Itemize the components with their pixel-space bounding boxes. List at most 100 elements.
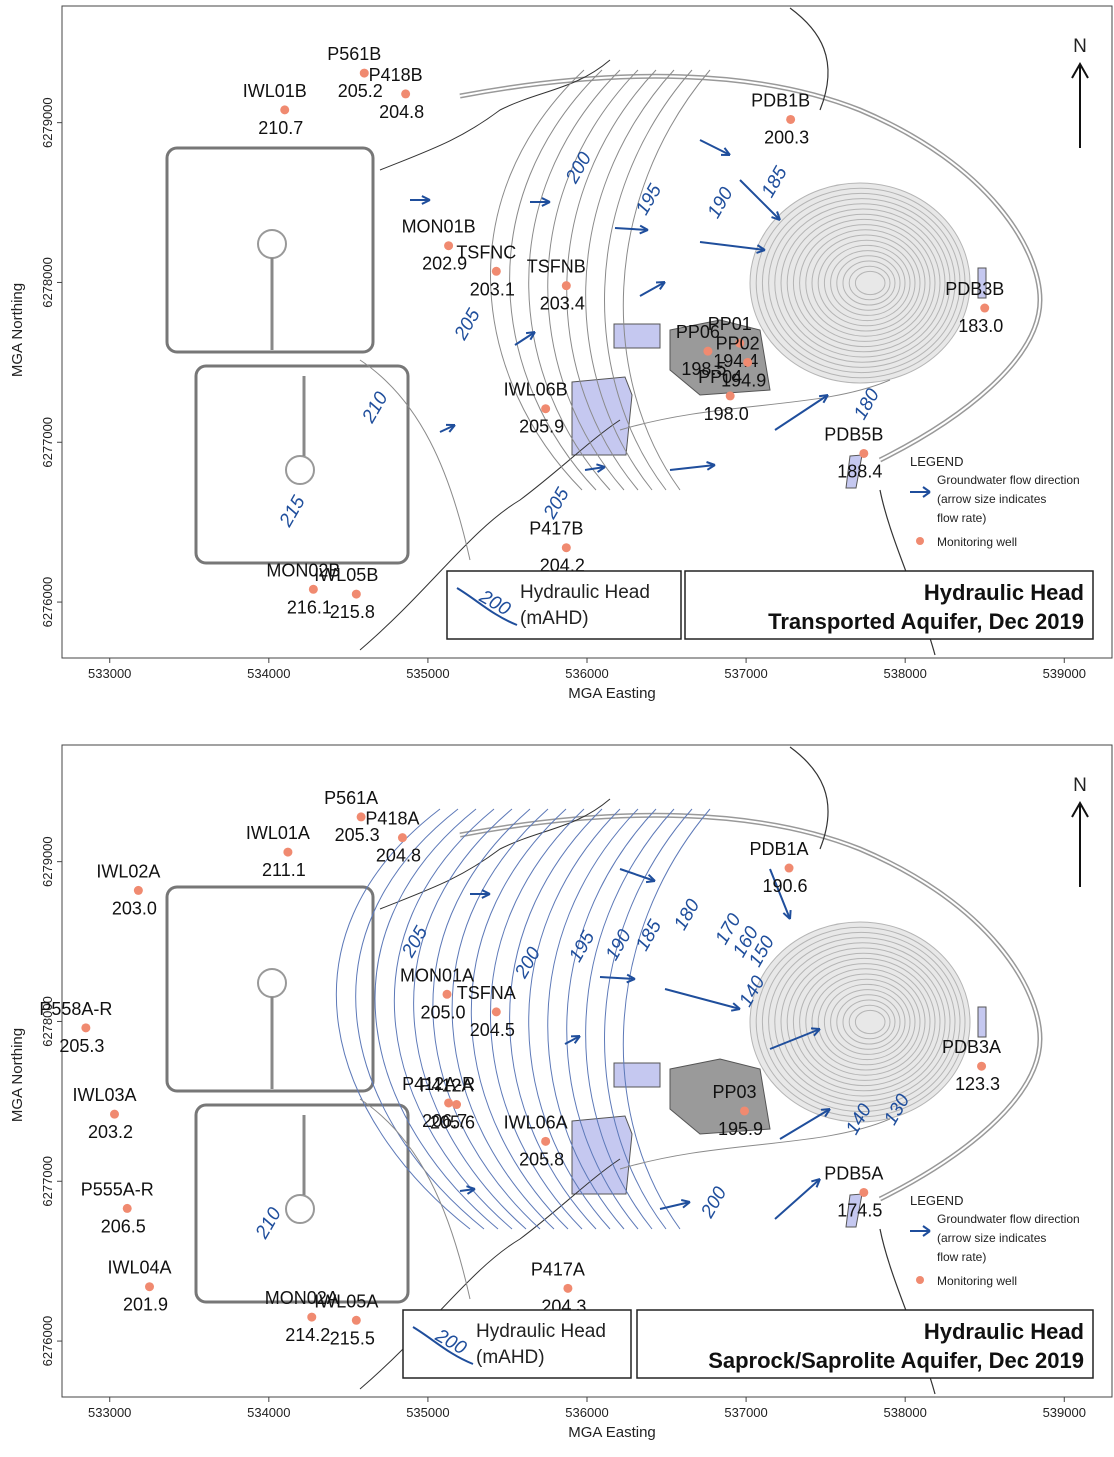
head-contour [619, 379, 891, 431]
monitoring-well-p418a[interactable]: P418A 204.8 [365, 809, 421, 866]
head-contour [490, 808, 585, 1230]
head-contour [585, 69, 675, 491]
well-marker [444, 1098, 454, 1108]
monitoring-well-p561b[interactable]: P561B 205.2 [327, 44, 383, 101]
map-title: Hydraulic Head [924, 1319, 1084, 1344]
well-name: P412A [420, 1076, 474, 1096]
pit-ring [792, 218, 936, 348]
pit-ring [848, 1004, 891, 1040]
flow-arrow [779, 1108, 831, 1140]
head-contour [547, 69, 639, 491]
monitoring-well-tsfnc[interactable]: TSFNC 203.1 [456, 242, 516, 299]
legend-flow-note: (arrow size indicates [937, 1231, 1046, 1245]
x-tick-label: 534000 [247, 666, 290, 681]
well-name: PP03 [712, 1082, 756, 1102]
head-contour [622, 69, 711, 491]
well-head-value: 198.0 [704, 404, 749, 424]
monitoring-well-iwl06a[interactable]: IWL06A 205.8 [504, 1112, 568, 1169]
sediment-pond [977, 267, 987, 299]
well-head-value: 215.8 [330, 602, 375, 622]
monitoring-well-iwl04a[interactable]: IWL04A 201.9 [107, 1258, 171, 1315]
monitoring-wells: P561B 205.2 IWL01B 210.7 P418B 204.8 PDB1B 200.… [243, 44, 1005, 622]
decant-tower [285, 455, 315, 485]
well-name: P417A [531, 1259, 585, 1279]
well-marker [859, 448, 869, 458]
monitoring-well-pp04[interactable]: PP04 198.0 [698, 367, 749, 424]
pit-ring [811, 973, 921, 1071]
well-marker [784, 863, 794, 873]
title-box [684, 570, 1094, 640]
well-marker [452, 1100, 462, 1110]
monitoring-well-mon01b[interactable]: MON01B 202.9 [402, 217, 476, 274]
monitoring-well-iwl05a[interactable]: IWL05A 215.5 [314, 1291, 378, 1348]
x-tick-label: 539000 [1043, 1405, 1086, 1420]
monitoring-well-p558a-r[interactable]: P558A-R 205.3 [39, 999, 112, 1056]
x-tick-label: 533000 [88, 666, 131, 681]
well-marker [491, 266, 501, 276]
well-head-value: 203.2 [88, 1122, 133, 1142]
north-head [1071, 61, 1089, 79]
open-pit [749, 921, 971, 1123]
monitoring-well-pdb3a[interactable]: PDB3A 123.3 [942, 1037, 1001, 1094]
flow-arrow-head [818, 394, 829, 404]
pit-ring [780, 208, 946, 358]
well-head-value: 206.5 [101, 1216, 146, 1236]
head-contour [547, 808, 639, 1230]
monitoring-well-tsfna[interactable]: TSFNA 204.5 [457, 983, 516, 1040]
head-contour [509, 69, 603, 491]
well-head-value: 205.3 [335, 825, 380, 845]
tailings-cell-south [194, 1103, 410, 1304]
y-tick-label: 6276000 [40, 1316, 55, 1367]
well-name: IWL01B [243, 81, 307, 101]
monitoring-well-iwl03a[interactable]: IWL03A 203.2 [72, 1085, 136, 1142]
well-marker [561, 543, 571, 553]
monitoring-well-p555a-r[interactable]: P555A-R 206.5 [81, 1179, 154, 1236]
monitoring-well-pdb5b[interactable]: PDB5B 188.4 [824, 424, 883, 481]
pit-ring [786, 213, 941, 353]
well-name: PDB3B [945, 279, 1004, 299]
monitoring-well-pp06[interactable]: PP06 198.5 [676, 322, 727, 379]
head-contour [604, 808, 693, 1230]
legend-flow-note: (arrow size indicates [937, 492, 1046, 506]
monitoring-well-iwl01b[interactable]: IWL01B 210.7 [243, 81, 307, 138]
well-name: IWL06A [504, 1112, 568, 1132]
well-head-value: 204.5 [470, 1020, 515, 1040]
monitoring-well-p418b[interactable]: P418B 204.8 [369, 65, 425, 122]
monitoring-well-iwl05b[interactable]: IWL05B 215.8 [314, 565, 378, 622]
monitoring-well-p412a-r[interactable]: P412A-R 206.7 [402, 1074, 475, 1131]
well-name: PDB5B [824, 424, 883, 444]
monitoring-well-iwl06b[interactable]: IWL06B 205.9 [504, 380, 568, 437]
river [789, 746, 829, 850]
monitoring-well-p561a[interactable]: P561A 205.3 [324, 788, 380, 845]
pit-ring [799, 963, 931, 1081]
monitoring-well-pdb5a[interactable]: PDB5A 174.5 [824, 1163, 883, 1220]
well-name: P555A-R [81, 1179, 154, 1199]
well-marker [561, 281, 571, 291]
monitoring-well-iwl01a[interactable]: IWL01A 211.1 [246, 823, 310, 880]
monitoring-well-mon02a[interactable]: MON02A 214.2 [265, 1288, 339, 1345]
legend-well-label: Monitoring well [937, 1274, 1017, 1288]
monitoring-well-pdb3b[interactable]: PDB3B 183.0 [945, 279, 1004, 336]
north-label: N [1073, 36, 1087, 57]
monitoring-well-iwl02a[interactable]: IWL02A 203.0 [96, 861, 160, 918]
monitoring-well-pp02[interactable]: PP02 194.9 [716, 333, 767, 390]
well-marker [351, 1315, 361, 1325]
monitoring-well-tsfnb[interactable]: TSFNB 203.4 [527, 257, 586, 314]
well-marker [444, 241, 454, 251]
monitoring-well-pdb1b[interactable]: PDB1B 200.3 [751, 90, 810, 147]
monitoring-well-mon02b[interactable]: MON02B 216.1 [266, 560, 340, 617]
well-head-value: 205.3 [59, 1036, 104, 1056]
monitoring-well-pp03[interactable]: PP03 195.9 [712, 1082, 763, 1139]
well-head-value: 123.3 [955, 1074, 1000, 1094]
well-head-value: 200.3 [764, 127, 809, 147]
well-name: MON02A [265, 1288, 339, 1308]
monitoring-well-pdb1a[interactable]: PDB1A 190.6 [750, 839, 809, 896]
monitoring-well-mon01a[interactable]: MON01A 205.0 [400, 965, 474, 1022]
head-contour [432, 808, 541, 1230]
well-marker [541, 1136, 551, 1146]
well-marker [703, 346, 713, 356]
well-head-value: 205.0 [420, 1002, 465, 1022]
monitoring-well-p412a[interactable]: P412A 205.6 [420, 1076, 476, 1133]
pit-ring [854, 1009, 886, 1035]
pit-ring [774, 942, 951, 1102]
